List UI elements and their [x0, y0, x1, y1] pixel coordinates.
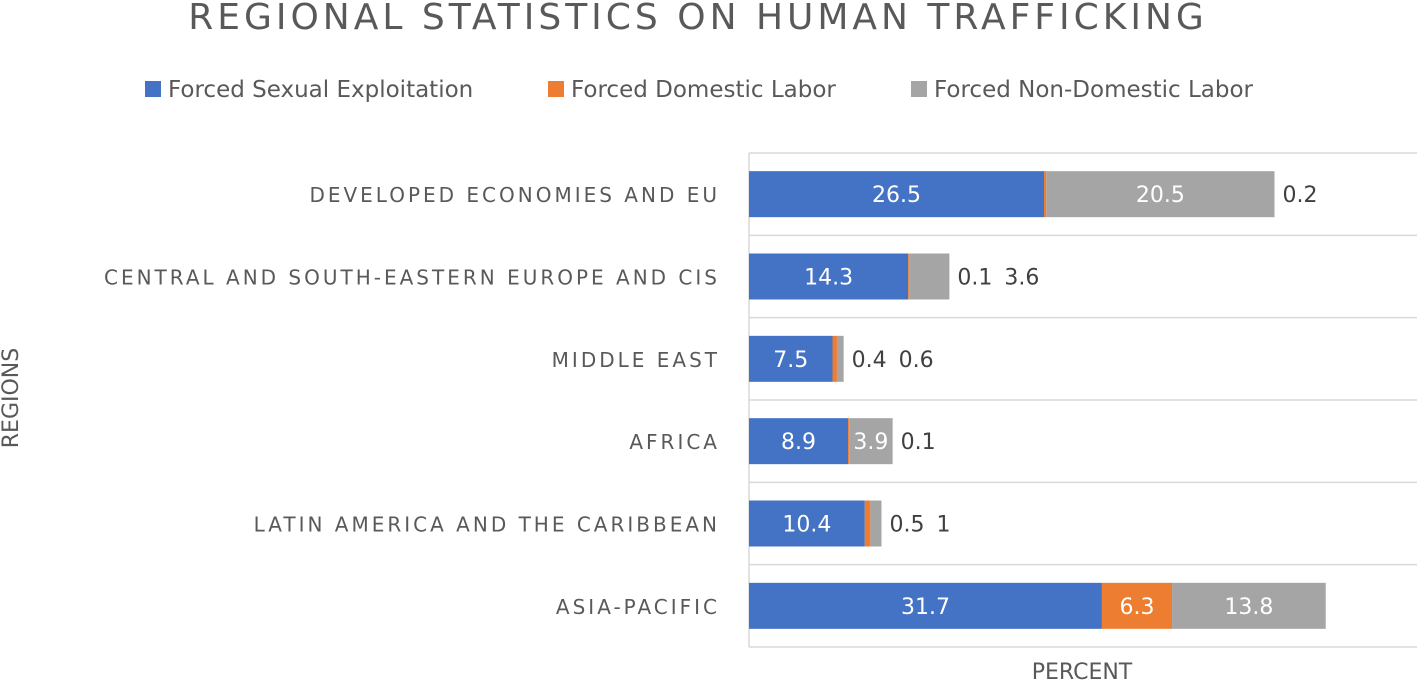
- data-label: 0.5: [889, 513, 924, 538]
- data-label: 7.5: [773, 348, 808, 373]
- data-label: 14.3: [804, 266, 853, 291]
- legend-swatch: [548, 81, 564, 97]
- data-label: 0.4: [852, 348, 887, 373]
- data-label: 0.6: [899, 348, 934, 373]
- bar-segment: [1044, 171, 1047, 218]
- bar-segment: [908, 253, 910, 300]
- bar-segment: [864, 500, 871, 547]
- legend-swatch: [911, 81, 927, 97]
- category-label: CENTRAL AND SOUTH-EASTERN EUROPE AND CIS: [104, 266, 720, 290]
- bar-segment: [836, 335, 844, 382]
- category-label: MIDDLE EAST: [552, 348, 720, 372]
- bar-segment: [848, 418, 850, 465]
- bar-segment: [849, 418, 893, 465]
- bar-segment: [749, 500, 865, 547]
- bar-segment: [749, 418, 849, 465]
- data-label: 3.9: [853, 430, 888, 455]
- bar-segment: [1172, 582, 1326, 629]
- bar-segment: [749, 253, 909, 300]
- data-label: 20.5: [1136, 183, 1185, 208]
- category-label: LATIN AMERICA AND THE CARIBBEAN: [254, 513, 720, 537]
- data-label: 8.9: [781, 430, 816, 455]
- bars: [749, 171, 1326, 629]
- data-label: 26.5: [872, 183, 921, 208]
- legend-swatch: [145, 81, 161, 97]
- category-label: ASIA-PACIFIC: [556, 595, 720, 619]
- x-axis-title: PERCENT: [1032, 660, 1133, 682]
- data-label: 0.1: [901, 430, 936, 455]
- bar-segment: [909, 253, 950, 300]
- data-label: 0.2: [1282, 183, 1317, 208]
- data-label: 31.7: [901, 595, 950, 620]
- data-label: 10.4: [782, 513, 831, 538]
- bar-segment: [870, 500, 882, 547]
- bar-segment: [832, 335, 837, 382]
- data-label: 0.1: [957, 266, 992, 291]
- y-axis-title: REGIONS: [0, 348, 24, 448]
- data-labels: 26.5 0.2 20.5 14.3 0.1 3.6 7.5 0.4 0.6 8.9 0.1 3.9 1…: [773, 183, 1317, 620]
- bar-segment: [1101, 582, 1173, 629]
- bar-segment: [1046, 171, 1275, 218]
- legend-label: Forced Non-Domestic Labor: [934, 77, 1254, 103]
- chart-title: REGIONAL STATISTICS ON HUMAN TRAFFICKING: [188, 0, 1208, 38]
- category-label: AFRICA: [629, 430, 720, 454]
- category-labels: DEVELOPED ECONOMIES AND EU CENTRAL AND SO…: [104, 183, 720, 619]
- legend: Forced Sexual Exploitation Forced Domesti…: [145, 77, 1254, 103]
- legend-label: Forced Sexual Exploitation: [168, 77, 473, 103]
- category-label: DEVELOPED ECONOMIES AND EU: [309, 183, 720, 207]
- data-label: 13.8: [1224, 595, 1273, 620]
- bar-segment: [749, 171, 1045, 218]
- data-label: 6.3: [1119, 595, 1154, 620]
- bar-segment: [749, 582, 1102, 629]
- data-label: 3.6: [1004, 266, 1039, 291]
- bar-segment: [749, 335, 833, 382]
- gridlines: [748, 152, 1417, 648]
- legend-label: Forced Domestic Labor: [571, 77, 836, 103]
- data-label: 1: [936, 513, 950, 538]
